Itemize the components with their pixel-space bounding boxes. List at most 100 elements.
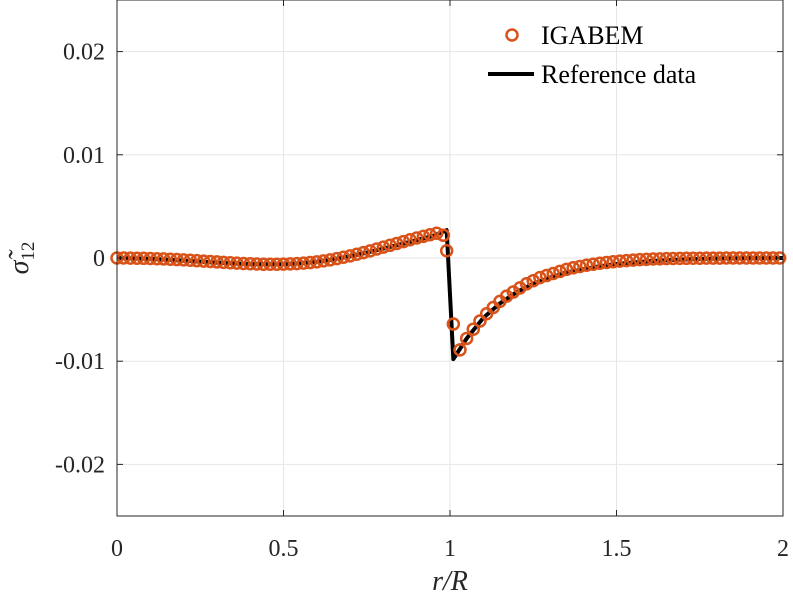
igabem-data-point <box>626 253 640 267</box>
legend-label-igabem: IGABEM <box>541 21 644 50</box>
igabem-data-point <box>389 236 404 251</box>
igabem-data-point <box>270 257 284 271</box>
igabem-data-point <box>323 253 337 267</box>
igabem-data-point <box>719 251 734 265</box>
igabem-data-point <box>303 255 317 270</box>
igabem-data-point <box>459 331 474 346</box>
igabem-data-point <box>210 255 224 269</box>
igabem-data-point <box>409 231 424 245</box>
igabem-data-point <box>363 244 377 258</box>
igabem-data-point <box>673 251 687 266</box>
igabem-data-point <box>619 253 634 268</box>
y-tick-label: 0.01 <box>63 143 105 169</box>
igabem-data-point <box>310 255 324 269</box>
y-tick-label: 0 <box>93 246 105 272</box>
x-tick-label: 0 <box>111 536 123 562</box>
igabem-data-point <box>436 228 451 243</box>
igabem-data-point <box>296 256 311 270</box>
y-tick-label: -0.01 <box>55 349 105 375</box>
igabem-data-point <box>639 252 654 267</box>
igabem-data-point <box>396 234 411 249</box>
igabem-data-point <box>343 249 357 263</box>
igabem-data-point <box>130 251 144 265</box>
igabem-data-point <box>163 252 178 266</box>
igabem-data-point <box>316 254 331 268</box>
igabem-data-point <box>136 251 151 266</box>
igabem-data-point <box>216 255 231 270</box>
igabem-data-point <box>646 252 660 266</box>
igabem-data-point <box>593 256 607 271</box>
y-tick-label: 0.02 <box>63 40 105 66</box>
ticks: 0 0.5 1 1.5 2 -0.02 -0.01 0 0.01 0.02 <box>55 0 789 562</box>
igabem-data-point <box>376 240 391 254</box>
igabem-data-point <box>526 273 540 288</box>
igabem-data-point <box>633 252 647 267</box>
igabem-data-point <box>666 251 680 266</box>
igabem-data-point <box>693 251 707 265</box>
igabem-data-point <box>243 257 257 271</box>
igabem-data-point <box>559 262 574 277</box>
igabem-data-point <box>423 228 437 242</box>
igabem-data-point <box>772 251 787 265</box>
igabem-data-point <box>429 226 444 240</box>
series-line-reference-data <box>116 228 784 362</box>
igabem-data-point <box>290 256 304 271</box>
legend-label-reference: Reference data <box>541 60 697 89</box>
igabem-data-point <box>143 251 158 266</box>
igabem-data-point <box>250 257 264 271</box>
igabem-data-point <box>150 251 164 266</box>
igabem-data-point <box>546 266 560 281</box>
igabem-data-point <box>439 244 454 258</box>
igabem-data-point <box>519 277 534 291</box>
x-tick-label: 1.5 <box>602 536 632 562</box>
igabem-data-point <box>283 257 297 271</box>
igabem-data-point <box>659 251 674 266</box>
igabem-data-point <box>196 254 211 268</box>
igabem-data-point <box>156 252 171 266</box>
igabem-data-point <box>276 257 291 271</box>
igabem-data-point <box>170 252 184 267</box>
igabem-data-point <box>586 257 600 271</box>
igabem-data-point <box>350 247 364 262</box>
igabem-data-point <box>230 256 244 270</box>
igabem-data-point <box>453 343 467 357</box>
igabem-data-point <box>533 270 547 285</box>
igabem-data-point <box>573 259 587 274</box>
igabem-data-point <box>336 250 351 265</box>
igabem-data-point <box>223 255 237 270</box>
igabem-data-point <box>566 261 580 275</box>
igabem-data-point <box>183 253 198 268</box>
igabem-data-point <box>739 251 754 265</box>
igabem-data-point <box>706 251 720 265</box>
igabem-data-point <box>330 251 344 266</box>
igabem-data-point <box>539 268 554 283</box>
legend: IGABEM Reference data <box>488 21 697 89</box>
igabem-data-point <box>732 251 747 265</box>
y-axis-label: σ̃12 <box>4 242 39 275</box>
igabem-data-point <box>599 255 614 270</box>
igabem-data-point <box>752 251 767 265</box>
igabem-data-point <box>416 229 431 244</box>
igabem-data-point <box>686 251 700 265</box>
x-tick-label: 0.5 <box>269 536 299 562</box>
legend-marker-igabem <box>505 28 519 42</box>
x-axis-label: r/R <box>432 566 468 597</box>
y-tick-label: -0.02 <box>55 452 105 478</box>
igabem-data-point <box>123 251 138 265</box>
igabem-data-point <box>446 317 461 331</box>
igabem-data-point <box>256 257 271 271</box>
igabem-data-point <box>369 242 384 256</box>
igabem-data-point <box>653 252 667 266</box>
igabem-data-point <box>679 251 694 266</box>
igabem-data-point <box>712 251 727 265</box>
x-tick-label: 2 <box>777 536 789 562</box>
igabem-data-point <box>466 322 481 336</box>
igabem-data-point <box>699 251 714 265</box>
igabem-data-point <box>203 254 217 269</box>
igabem-data-point <box>176 253 191 267</box>
igabem-data-point <box>190 253 204 268</box>
igabem-data-point <box>759 251 774 265</box>
igabem-data-point <box>356 245 371 260</box>
